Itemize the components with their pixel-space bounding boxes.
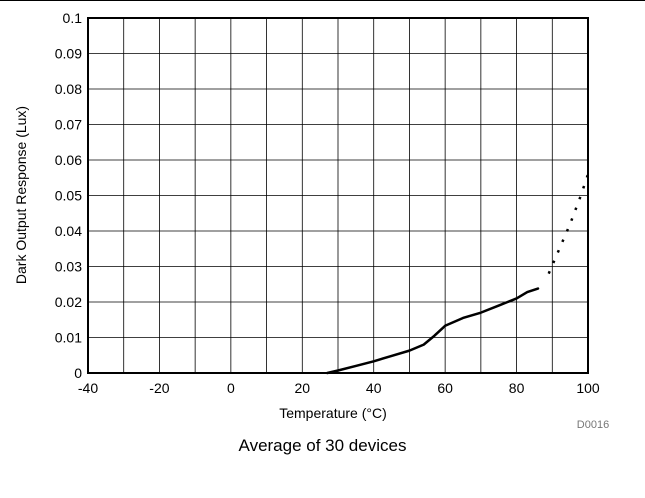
x-tick-label: 40	[366, 380, 382, 396]
y-tick-label: 0.07	[55, 117, 82, 133]
plot-frame	[87, 17, 589, 374]
y-tick-label: 0.04	[55, 223, 82, 239]
y-tick-label: 0.08	[55, 81, 82, 97]
y-tick-labels: 0 0.01 0.02 0.03 0.04 0.05 0.06 0.07 0.08 0.09 0.1	[55, 10, 82, 381]
top-rule	[0, 0, 645, 1]
chart-caption: Average of 30 devices	[238, 436, 407, 455]
figure-id: D0016	[577, 419, 609, 430]
y-tick-label: 0.09	[55, 46, 82, 62]
y-tick-label: 0.01	[55, 330, 82, 346]
y-tick-label: 0.1	[63, 10, 83, 26]
x-tick-label: 60	[437, 380, 453, 396]
x-tick-label: -20	[149, 380, 169, 396]
y-tick-label: 0.02	[55, 294, 82, 310]
x-tick-label: 80	[509, 380, 525, 396]
line-chart: -40 -20 0 20 40 60 80 100 0 0.01 0.02 0.03 0.04 0.05…	[13, 10, 609, 430]
x-tick-label: 20	[294, 380, 310, 396]
y-tick-label: 0.06	[55, 152, 82, 168]
x-tick-labels: -40 -20 0 20 40 60 80 100	[78, 380, 600, 396]
x-tick-label: 0	[227, 380, 235, 396]
dotted-series-line	[547, 173, 590, 275]
series-layer	[326, 173, 590, 375]
x-tick-label: -40	[78, 380, 98, 396]
x-tick-label: 100	[576, 380, 600, 396]
grid	[88, 18, 588, 373]
solid-series-line	[326, 287, 540, 375]
y-axis-title: Dark Output Response (Lux)	[13, 106, 29, 284]
x-axis-title: Temperature (°C)	[279, 405, 387, 421]
y-tick-label: 0	[74, 365, 82, 381]
y-tick-label: 0.05	[55, 188, 82, 204]
y-tick-label: 0.03	[55, 259, 82, 275]
